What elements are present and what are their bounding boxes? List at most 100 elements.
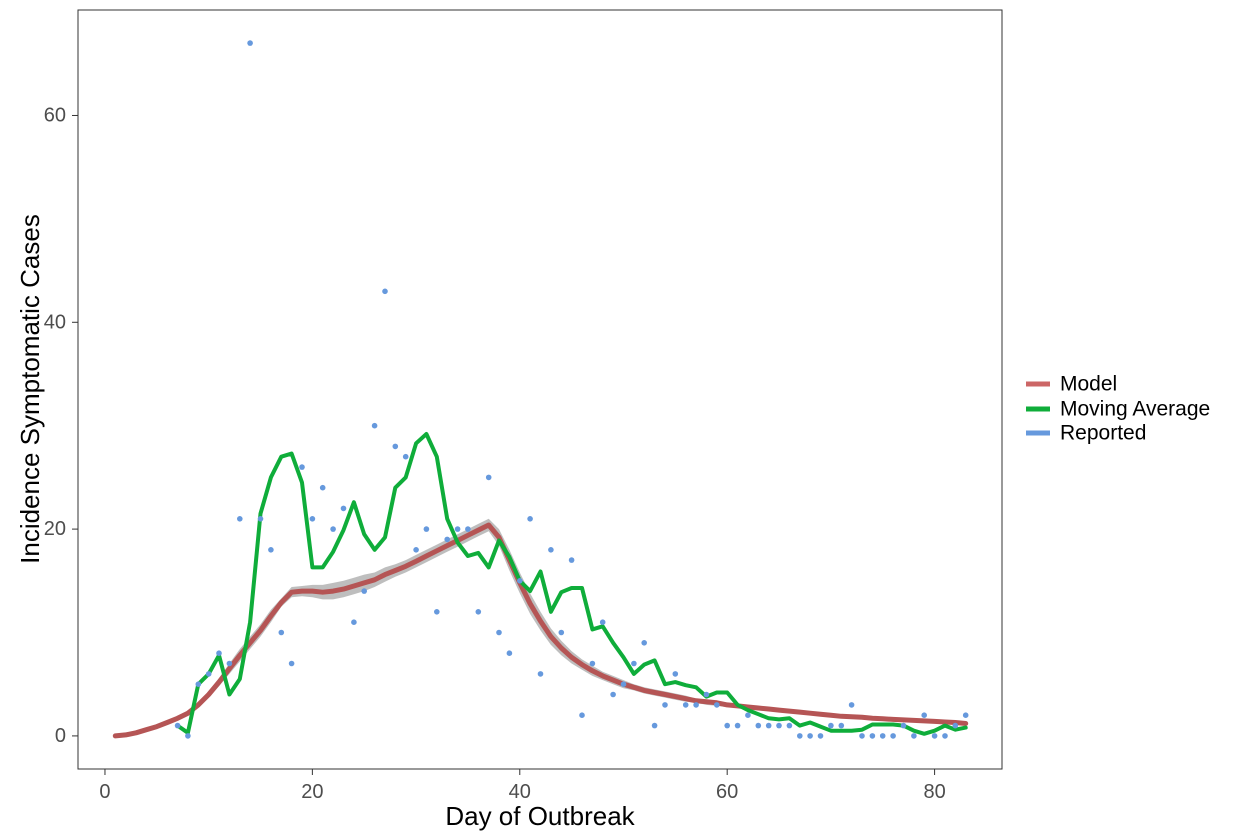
reported-point [879, 733, 886, 739]
reported-point [620, 681, 627, 687]
reported-point [568, 557, 575, 563]
reported-point [527, 516, 533, 522]
reported-point [589, 660, 596, 667]
reported-point [859, 733, 865, 739]
x-tick-label: 60 [716, 781, 738, 803]
reported-point [237, 516, 243, 522]
reported-point [911, 733, 917, 739]
x-tick-label: 0 [99, 781, 110, 803]
reported-point [838, 722, 845, 729]
reported-point [703, 691, 710, 698]
reported-point [693, 702, 699, 708]
y-tick-label: 20 [44, 518, 66, 540]
x-tick-label: 80 [923, 781, 945, 803]
x-tick-label: 40 [509, 781, 531, 803]
reported-point [579, 712, 585, 718]
reported-point [869, 733, 876, 739]
reported-point [651, 722, 658, 729]
reported-point [319, 484, 326, 491]
reported-point [599, 619, 606, 625]
reported-point [952, 722, 959, 729]
reported-point [921, 712, 927, 718]
reported-point [786, 722, 793, 729]
moving-average-series [175, 432, 968, 736]
reported-point [734, 722, 741, 729]
moving-average-line [175, 432, 968, 736]
x-tick-label: 20 [301, 781, 323, 803]
reported-point [942, 733, 948, 739]
legend-label-reported: Reported [1060, 422, 1146, 445]
reported-point [537, 671, 544, 677]
reported-point [423, 526, 430, 532]
reported-point [174, 722, 181, 729]
reported-point [444, 536, 451, 543]
reported-point [662, 702, 668, 708]
reported-point [506, 650, 513, 656]
reported-point [413, 547, 419, 553]
reported-point [268, 547, 274, 553]
reported-point [496, 629, 502, 636]
reported-point [465, 526, 471, 532]
y-tick-label: 0 [55, 725, 66, 747]
reported-point [392, 443, 399, 450]
reported-point [278, 629, 285, 636]
reported-point [361, 588, 368, 594]
reported-point [745, 712, 751, 718]
reported-point [247, 40, 253, 46]
reported-point [900, 722, 907, 729]
x-axis-title: Day of Outbreak [445, 801, 635, 831]
reported-point [226, 660, 233, 667]
model-series [112, 522, 969, 739]
reported-point [724, 722, 730, 729]
reported-point [848, 702, 855, 708]
y-axis-title: Incidence Symptomatic Cases [15, 214, 45, 564]
reported-point [216, 650, 222, 656]
legend: Model Moving Average Reported [1026, 373, 1210, 445]
reported-point [288, 660, 295, 667]
reported-point [765, 722, 772, 729]
reported-point [517, 578, 523, 584]
model-confidence-band [115, 518, 966, 736]
reported-point [755, 722, 762, 729]
reported-point [205, 671, 212, 677]
model-ci-band [115, 518, 966, 736]
model-line [112, 522, 969, 739]
reported-point [797, 733, 803, 739]
reported-point [682, 702, 689, 708]
y-tick-label: 40 [44, 311, 66, 333]
reported-point [382, 288, 388, 295]
plot-panel [77, 9, 1003, 770]
reported-point [195, 681, 202, 687]
reported-point [548, 547, 554, 553]
reported-point [817, 733, 824, 739]
reported-point [257, 516, 264, 522]
legend-label-moving-average: Moving Average [1060, 398, 1210, 421]
reported-point [371, 422, 378, 429]
reported-point [631, 660, 637, 667]
reported-point [454, 526, 461, 532]
reported-point [807, 733, 813, 739]
reported-point [485, 474, 492, 481]
reported-point [776, 722, 782, 729]
reported-point [641, 640, 647, 646]
reported-point [434, 609, 440, 615]
reported-point [714, 702, 720, 708]
reported-point [475, 609, 482, 615]
reported-point [828, 722, 834, 729]
y-axis: 0 20 40 60 [44, 104, 78, 747]
reported-point [931, 733, 938, 739]
reported-point [330, 526, 336, 532]
legend-label-model: Model [1060, 373, 1117, 396]
reported-point [340, 505, 347, 512]
reported-point [890, 733, 896, 739]
reported-point [962, 712, 969, 718]
reported-point [558, 629, 565, 636]
reported-point [299, 464, 305, 470]
reported-point [185, 733, 191, 739]
reported-point [610, 691, 616, 698]
reported-point [672, 671, 679, 677]
y-tick-label: 60 [44, 104, 66, 126]
reported-point [309, 516, 316, 522]
reported-series [174, 40, 969, 739]
